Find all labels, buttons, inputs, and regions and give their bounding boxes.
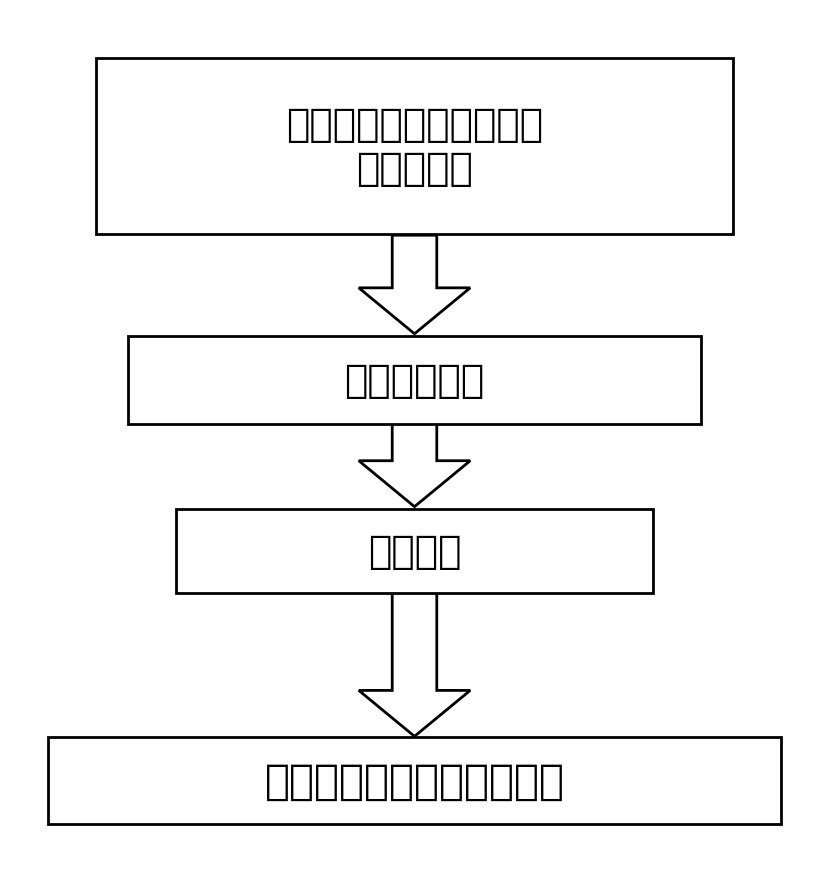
Text: 分离制得氧析出反应催化剂: 分离制得氧析出反应催化剂 <box>264 760 564 802</box>
Polygon shape <box>359 236 469 335</box>
Text: 将过渡金属化合物分散于
含水溶液中: 将过渡金属化合物分散于 含水溶液中 <box>286 106 542 188</box>
Bar <box>96 59 732 235</box>
Bar <box>48 737 780 825</box>
Text: 加热处理: 加热处理 <box>368 533 460 570</box>
Bar <box>128 336 700 424</box>
Bar <box>176 509 652 593</box>
Polygon shape <box>359 593 469 737</box>
Text: 加入过氧化物: 加入过氧化物 <box>344 362 484 399</box>
Polygon shape <box>359 422 469 507</box>
